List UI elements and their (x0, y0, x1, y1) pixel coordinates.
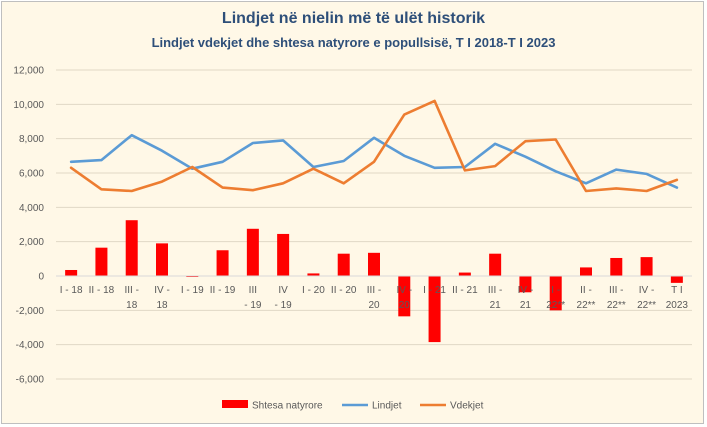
bar (65, 269, 78, 276)
x-tick-label: IV -20 (397, 285, 413, 311)
y-tick-label: -6,000 (16, 375, 45, 386)
series-line-lindjet (69, 133, 679, 189)
gridlines (56, 69, 692, 380)
legend-label: Lindjet (372, 401, 402, 412)
x-tick-label: II - 21 (452, 285, 478, 296)
x-tick-label: IV -21 (518, 285, 534, 311)
bar (610, 257, 623, 276)
bar (156, 243, 168, 276)
y-tick-label: 8,000 (19, 134, 44, 145)
bar (216, 250, 229, 276)
y-tick-label: -4,000 (16, 340, 45, 351)
bar (398, 276, 411, 317)
bar (307, 273, 320, 276)
x-tick-label: I - 20 (302, 285, 325, 296)
x-tick-label: III -18 (124, 285, 138, 311)
x-tick-label: II - 18 (89, 285, 115, 296)
series-line-vdekjet (69, 99, 679, 193)
legend-label: Shtesa natyrore (252, 401, 323, 412)
bar-series-shtesa (65, 220, 683, 343)
x-tick-label: III -22** (607, 285, 626, 311)
x-tick-label: III - 19 (244, 285, 262, 311)
y-tick-label: 2,000 (19, 237, 44, 248)
x-tick-label: I - 18 (60, 285, 83, 296)
bar (246, 228, 259, 276)
y-axis: 12,000 10,000 8,000 6,000 4,000 2,000 0 -2,000 -… (13, 66, 44, 386)
bar (640, 257, 653, 276)
bar (277, 233, 290, 276)
y-tick-label: -2,000 (16, 306, 45, 317)
bar (95, 247, 108, 276)
x-tick-label: IV - 19 (275, 285, 293, 311)
y-tick-label: 12,000 (13, 66, 44, 77)
legend-swatch-bar (222, 400, 248, 408)
bar (519, 276, 532, 293)
bar (489, 253, 502, 276)
x-tick-label: I - 21 (423, 285, 446, 296)
bar (670, 276, 683, 283)
chart-title: Lindjet në nielin më të ulët historik (221, 10, 486, 27)
bar (337, 253, 350, 276)
x-tick-label: I -22** (546, 285, 565, 311)
x-tick-label: IV -22** (637, 285, 656, 311)
y-tick-label: 0 (38, 272, 44, 283)
bar (580, 267, 592, 276)
bar (458, 272, 471, 276)
legend-label: Vdekjet (450, 401, 484, 412)
x-tick-label: IV -18 (154, 285, 170, 311)
x-tick-label: II - 20 (331, 285, 357, 296)
x-tick-label: II - 19 (210, 285, 236, 296)
legend: Shtesa natyrore Lindjet Vdekjet (222, 400, 484, 412)
x-tick-label: II -22** (577, 285, 596, 311)
y-tick-label: 4,000 (19, 203, 44, 214)
x-tick-label: T I 2023 (666, 285, 689, 311)
bar (125, 220, 138, 276)
bar (368, 252, 380, 276)
x-axis: I - 18 II - 18 III -18 IV -18 I - 19 II - 19 I… (56, 275, 692, 311)
x-tick-label: I - 19 (181, 285, 204, 296)
bar (549, 276, 562, 311)
chart-subtitle: Lindjet vdekjet dhe shtesa natyrore e po… (151, 35, 556, 50)
bar (428, 276, 441, 343)
line-series (69, 99, 679, 193)
x-tick-label: III -20 (367, 285, 381, 311)
x-tick-label: III -21 (488, 285, 502, 311)
y-tick-label: 10,000 (13, 100, 44, 111)
y-tick-label: 6,000 (19, 169, 44, 180)
